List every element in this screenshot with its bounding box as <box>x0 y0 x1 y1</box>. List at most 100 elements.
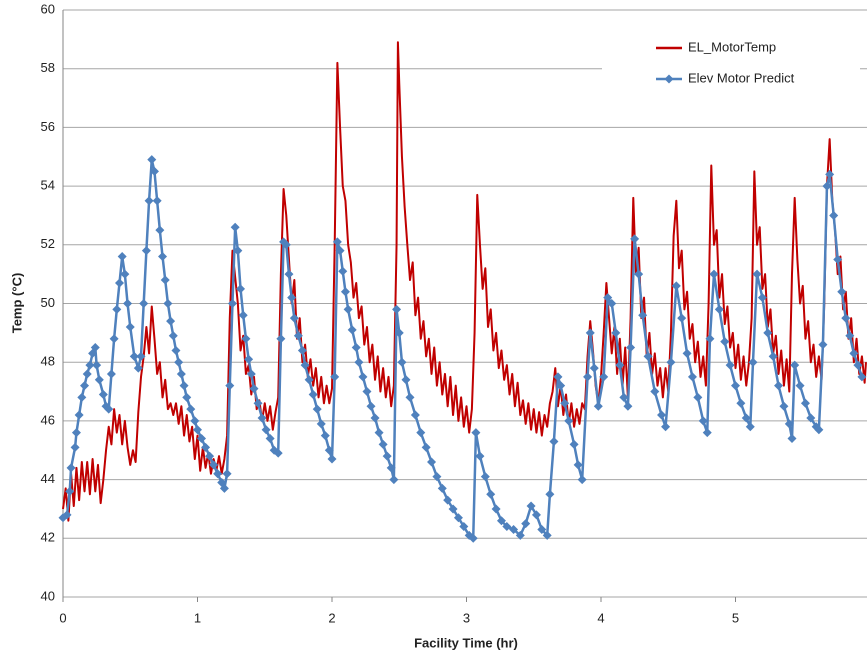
point-marker <box>666 357 676 367</box>
point-marker <box>682 348 692 358</box>
point-marker <box>687 372 697 382</box>
point-marker <box>822 181 832 191</box>
point-marker <box>829 210 839 220</box>
point-marker <box>619 392 629 402</box>
point-marker <box>327 454 337 464</box>
point-marker <box>304 375 314 385</box>
point-marker <box>186 404 196 414</box>
point-marker <box>382 451 392 461</box>
point-marker <box>351 343 361 353</box>
point-marker <box>338 266 348 276</box>
point-marker <box>71 428 81 438</box>
point-marker <box>736 398 746 408</box>
point-marker <box>545 489 555 499</box>
y-tick-label: 52 <box>41 236 55 251</box>
x-tick-label: 4 <box>597 610 604 625</box>
y-tick-label: 44 <box>41 471 55 486</box>
point-marker <box>720 337 730 347</box>
point-marker <box>841 313 851 323</box>
point-marker <box>745 422 755 432</box>
x-axis-label: Facility Time (hr) <box>414 635 518 650</box>
point-marker <box>784 419 794 429</box>
point-marker <box>569 439 579 449</box>
point-marker <box>66 463 76 473</box>
x-tick-label: 2 <box>328 610 335 625</box>
point-marker <box>731 381 740 391</box>
point-marker <box>790 360 800 370</box>
point-marker <box>109 334 119 344</box>
point-marker <box>657 410 667 420</box>
point-marker <box>62 510 72 520</box>
point-marker <box>281 240 291 250</box>
point-marker <box>129 351 139 361</box>
point-marker <box>857 372 867 382</box>
point-marker <box>763 328 773 338</box>
point-marker <box>257 413 267 423</box>
point-marker <box>638 310 648 320</box>
point-marker <box>427 457 437 467</box>
x-tick-label: 3 <box>463 610 470 625</box>
legend-label: EL_MotorTemp <box>688 39 776 54</box>
point-marker <box>531 510 541 520</box>
point-marker <box>82 369 92 379</box>
point-marker <box>630 234 640 244</box>
point-marker <box>324 445 334 455</box>
point-marker <box>509 524 519 534</box>
point-marker <box>70 442 80 452</box>
point-marker <box>160 275 170 285</box>
y-tick-label: 46 <box>41 412 55 427</box>
point-marker <box>332 237 342 247</box>
point-marker <box>603 293 613 303</box>
point-marker <box>225 381 235 391</box>
point-marker <box>607 299 617 308</box>
point-marker <box>526 501 536 511</box>
point-marker <box>795 381 805 391</box>
point-marker <box>152 196 162 206</box>
point-marker <box>677 313 687 323</box>
y-tick-label: 60 <box>41 1 55 16</box>
point-marker <box>573 460 583 470</box>
point-marker <box>155 225 165 235</box>
point-marker <box>358 372 368 382</box>
point-marker <box>176 369 186 379</box>
point-marker <box>564 416 574 426</box>
point-marker <box>709 269 719 279</box>
y-tick-label: 40 <box>41 588 55 603</box>
point-marker <box>80 381 90 391</box>
point-marker <box>714 304 724 314</box>
point-marker <box>502 522 512 532</box>
point-marker <box>833 254 843 264</box>
point-marker <box>599 372 609 382</box>
point-marker <box>316 419 326 429</box>
legend-box <box>602 30 860 96</box>
point-marker <box>362 387 372 397</box>
point-marker <box>213 469 223 479</box>
point-marker <box>222 469 232 479</box>
point-marker <box>698 416 708 426</box>
point-marker <box>374 428 384 438</box>
y-axis-label: Temp (°C) <box>9 273 24 334</box>
point-marker <box>74 410 84 420</box>
point-marker <box>158 252 168 262</box>
point-marker <box>179 381 189 391</box>
point-marker <box>392 304 402 314</box>
point-marker <box>521 519 531 529</box>
point-marker <box>168 331 178 341</box>
point-marker <box>577 475 587 485</box>
point-marker <box>92 360 102 370</box>
point-marker <box>163 299 173 308</box>
point-marker <box>702 428 712 438</box>
point-marker <box>437 483 447 493</box>
point-marker <box>486 489 496 499</box>
point-marker <box>90 343 100 353</box>
point-marker <box>182 392 192 402</box>
point-marker <box>85 360 95 370</box>
point-marker <box>236 284 246 294</box>
point-marker <box>837 287 847 297</box>
point-marker <box>814 425 824 435</box>
point-marker <box>174 357 184 367</box>
point-marker <box>615 360 625 370</box>
y-tick-label: 48 <box>41 354 55 369</box>
point-marker <box>249 384 259 394</box>
point-marker <box>366 401 376 411</box>
